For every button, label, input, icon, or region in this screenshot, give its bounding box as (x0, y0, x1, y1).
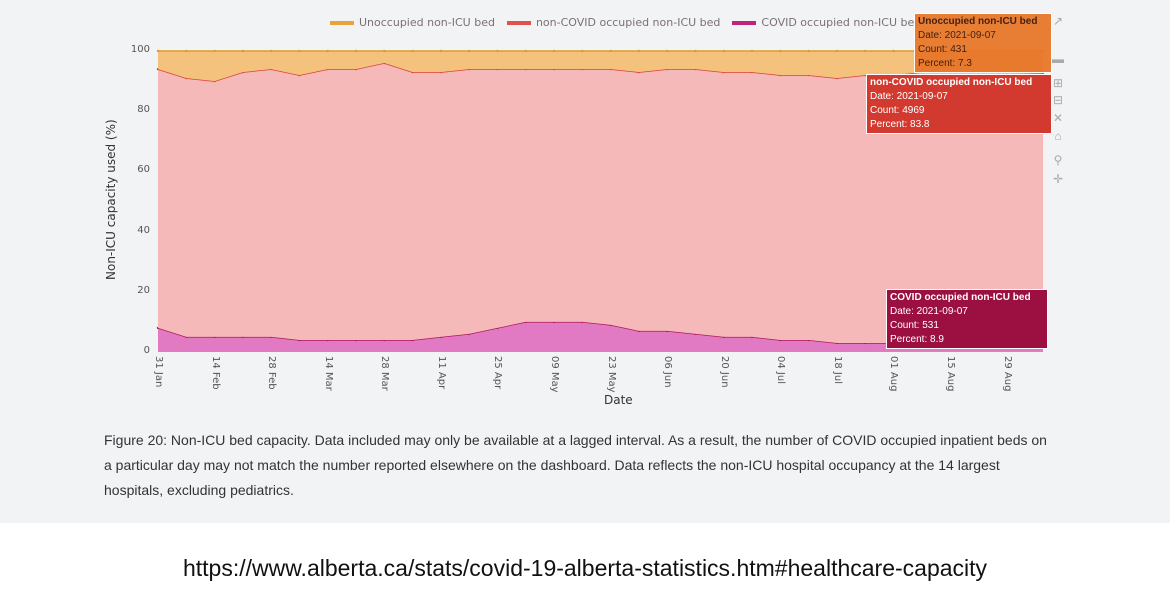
legend-item-unoccupied[interactable]: Unoccupied non-ICU bed (330, 16, 495, 29)
x-tick-label: 14 Feb (209, 356, 221, 390)
tooltip-covid-title: COVID occupied non-ICU bed (890, 292, 1031, 303)
area-unoccupied-point[interactable] (298, 49, 301, 53)
compare-hover-icon[interactable]: ▬ (1052, 52, 1064, 66)
tooltip-unoccupied-date: Date: 2021-09-07 (918, 30, 996, 41)
zoom-in-icon[interactable]: ⊞ (1052, 76, 1064, 90)
area-covid[interactable] (158, 321, 1043, 352)
area-unoccupied-point[interactable] (354, 49, 358, 53)
home-icon[interactable]: ⌂ (1054, 129, 1062, 143)
area-unoccupied-point[interactable] (835, 49, 839, 53)
figure-caption: Figure 20: Non-ICU bed capacity. Data in… (104, 432, 1047, 498)
area-unoccupied-point[interactable] (156, 49, 160, 53)
x-tick-label: 20 Jun (718, 356, 730, 388)
x-tick-label: 09 May (549, 356, 561, 393)
area-unoccupied-point[interactable] (722, 49, 725, 53)
source-url: https://www.alberta.ca/stats/covid-19-al… (182, 555, 988, 581)
y-tick-label: 80 (137, 104, 150, 116)
x-tick-label: 23 May (605, 356, 617, 393)
area-unoccupied-point[interactable] (864, 49, 867, 53)
tooltip-unoccupied: Unoccupied non-ICU bed Date: 2021-09-07 … (914, 13, 1052, 73)
legend-label-noncovid: non-COVID occupied non-ICU bed (535, 16, 721, 29)
x-tick-label: 18 Jul (831, 356, 843, 384)
zoom-out-icon[interactable]: ⊟ (1052, 93, 1064, 107)
x-tick-label: 14 Mar (322, 356, 334, 391)
y-tick-label: 40 (137, 224, 150, 236)
y-tick-label: 0 (143, 345, 150, 356)
y-axis-label: Non-ICU capacity used (%) (104, 119, 118, 280)
tooltip-noncovid-title: non-COVID occupied non-ICU bed (870, 77, 1033, 88)
tooltip-noncovid-percent: Percent: 83.8 (870, 119, 930, 130)
zoom-icon[interactable]: ⚲ (1053, 153, 1063, 167)
tooltip-unoccupied-percent: Percent: 7.3 (918, 58, 972, 69)
tooltip-noncovid-date: Date: 2021-09-07 (870, 91, 948, 102)
tooltip-noncovid-count: Count: 4969 (870, 105, 925, 116)
tooltip-covid-date: Date: 2021-09-07 (890, 306, 968, 317)
autoscale-icon[interactable]: ✕ (1052, 111, 1064, 125)
tooltip-covid-percent: Percent: 8.9 (890, 334, 944, 345)
x-tick-label: 31 Jan (153, 356, 164, 388)
pan-icon[interactable]: ✛ (1052, 172, 1064, 186)
x-tick-label: 04 Jul (775, 356, 787, 384)
x-tick-label: 06 Jun (662, 356, 674, 388)
area-unoccupied-point[interactable] (411, 49, 414, 53)
area-unoccupied-point[interactable] (892, 49, 895, 53)
tooltip-covid-count: Count: 531 (890, 320, 939, 331)
tooltip-unoccupied-title: Unoccupied non-ICU bed (918, 16, 1038, 27)
x-tick-label: 01 Aug (888, 356, 900, 392)
area-unoccupied-point[interactable] (637, 49, 641, 53)
area-unoccupied-point[interactable] (270, 49, 273, 53)
area-unoccupied-point[interactable] (326, 49, 329, 53)
legend-swatch-unoccupied (330, 20, 354, 25)
x-tick-label: 28 Feb (266, 356, 278, 390)
x-tick-label: 15 Aug (945, 356, 957, 392)
y-tick-label: 100 (130, 44, 150, 55)
area-unoccupied-point[interactable] (750, 49, 754, 53)
x-tick-label: 28 Mar (379, 356, 391, 391)
area-unoccupied-point[interactable] (439, 49, 443, 53)
legend-label-covid: COVID occupied non-ICU bed (761, 16, 922, 29)
legend-label-unoccupied: Unoccupied non-ICU bed (359, 16, 495, 29)
area-unoccupied-point[interactable] (694, 49, 697, 53)
tooltip-covid: COVID occupied non-ICU bed Date: 2021-09… (886, 289, 1048, 349)
x-tick-label: 29 Aug (1001, 356, 1013, 392)
chart-legend: Unoccupied non-ICU bed non-COVID occupie… (330, 16, 921, 29)
x-tick-label: 11 Apr (435, 356, 447, 390)
area-unoccupied-point[interactable] (552, 49, 556, 53)
area-unoccupied-point[interactable] (779, 49, 782, 53)
y-tick-label: 60 (137, 164, 150, 176)
area-unoccupied[interactable] (158, 51, 1043, 82)
legend-item-noncovid[interactable]: non-COVID occupied non-ICU bed (506, 16, 721, 29)
area-unoccupied-point[interactable] (807, 49, 810, 53)
legend-swatch-noncovid (506, 20, 531, 25)
y-tick-label: 20 (137, 284, 150, 296)
area-unoccupied-point[interactable] (581, 49, 584, 53)
area-unoccupied-point[interactable] (609, 49, 612, 53)
chart-photo: Unoccupied non-ICU bed non-COVID occupie… (0, 0, 1170, 523)
legend-swatch-covid (732, 20, 757, 25)
tooltip-unoccupied-count: Count: 431 (918, 44, 967, 55)
tooltip-noncovid: non-COVID occupied non-ICU bed Date: 202… (866, 74, 1052, 134)
area-noncovid[interactable] (158, 63, 1043, 343)
area-unoccupied-point[interactable] (524, 49, 527, 53)
area-unoccupied-point[interactable] (666, 49, 669, 53)
area-unoccupied-point[interactable] (213, 49, 216, 53)
x-tick-label: 25 Apr (492, 356, 504, 390)
x-axis-label: Date (604, 393, 633, 407)
area-unoccupied-point[interactable] (241, 49, 245, 53)
area-unoccupied-point[interactable] (468, 49, 471, 53)
legend-item-covid[interactable]: COVID occupied non-ICU bed (732, 16, 921, 29)
area-unoccupied-point[interactable] (185, 49, 188, 53)
camera-icon[interactable]: ↗ (1052, 14, 1064, 28)
area-unoccupied-point[interactable] (383, 49, 386, 53)
area-unoccupied-point[interactable] (496, 49, 499, 53)
